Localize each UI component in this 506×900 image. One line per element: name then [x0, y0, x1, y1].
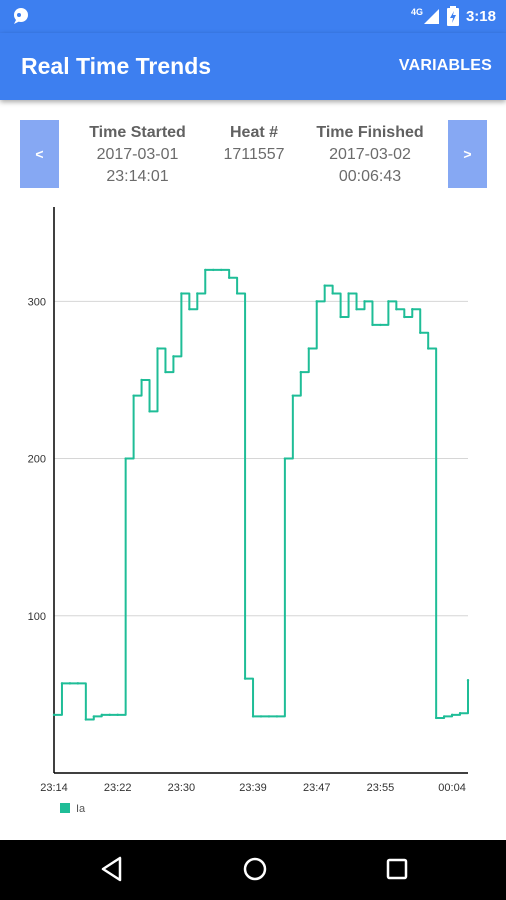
data-point	[411, 307, 414, 311]
data-point	[371, 323, 374, 327]
network-type-label: 4G	[410, 7, 423, 17]
data-point	[172, 355, 175, 358]
data-point	[395, 307, 398, 311]
app-bar: Real Time Trends VARIABLES	[0, 33, 506, 100]
navigation-bar	[0, 840, 506, 900]
x-tick-label: 23:55	[367, 782, 395, 794]
data-point	[68, 682, 72, 685]
time-started-time: 23:14:01	[106, 168, 169, 185]
data-point	[212, 268, 215, 272]
data-point	[188, 307, 191, 311]
notification-icon	[14, 8, 28, 24]
x-tick-label: 00:04	[438, 782, 466, 794]
variables-button[interactable]: VARIABLES	[398, 57, 492, 74]
x-tick-label: 23:47	[303, 782, 331, 794]
data-point	[331, 292, 334, 295]
data-point	[148, 410, 151, 413]
trend-chart[interactable]: 100 200 300 23:14 23:22 23:30 23:39 23:47 23:55 0…	[0, 195, 506, 835]
status-bar: 4G 3:18	[0, 0, 506, 33]
data-point	[323, 284, 326, 287]
data-point	[116, 713, 119, 717]
data-point	[52, 713, 56, 717]
previous-heat-button[interactable]: <	[20, 120, 59, 188]
data-point	[251, 715, 255, 718]
data-point	[283, 457, 287, 460]
data-point	[315, 300, 318, 303]
data-point	[426, 347, 430, 350]
data-point	[267, 715, 271, 718]
data-point	[450, 713, 454, 717]
data-point	[108, 713, 111, 717]
recents-icon[interactable]	[386, 858, 408, 880]
x-tick-label: 23:14	[40, 782, 68, 794]
time-started-label: Time Started	[89, 124, 186, 141]
y-tick-label: 100	[28, 611, 46, 623]
x-tick-label: 23:22	[104, 782, 132, 794]
data-point	[291, 394, 295, 397]
data-point	[84, 718, 88, 721]
data-point	[347, 292, 350, 295]
time-started-date: 2017-03-01	[96, 146, 179, 163]
data-point	[442, 715, 446, 718]
data-point	[259, 715, 263, 718]
data-point	[124, 457, 127, 460]
data-point	[180, 292, 183, 295]
status-indicators: 4G 3:18	[411, 6, 496, 26]
heat-number-label: Heat #	[229, 124, 279, 141]
time-finished-date: 2017-03-02	[329, 146, 411, 163]
data-point	[140, 378, 143, 382]
legend-label: Ia	[76, 803, 86, 815]
data-point	[76, 682, 80, 685]
data-point	[466, 679, 470, 682]
data-point	[60, 682, 64, 685]
time-finished-time: 00:06:43	[338, 168, 402, 185]
x-tick-label: 23:39	[239, 782, 267, 794]
data-point	[235, 292, 239, 295]
home-icon[interactable]	[242, 856, 268, 882]
y-tick-label: 300	[28, 296, 46, 308]
data-point	[196, 292, 199, 295]
time-finished-column: Time Finished 2017-03-02 00:06:43	[308, 122, 432, 188]
clock: 3:18	[465, 7, 496, 25]
data-point	[379, 323, 382, 327]
x-tick-label: 23:30	[168, 782, 196, 794]
time-finished-label: Time Finished	[316, 124, 424, 141]
data-point	[100, 713, 103, 717]
page-title: Real Time Trends	[21, 53, 212, 79]
time-started-column: Time Started 2017-03-01 23:14:01	[80, 122, 195, 188]
data-point	[387, 300, 390, 303]
back-icon[interactable]	[100, 856, 124, 882]
data-point	[299, 370, 303, 374]
next-heat-button[interactable]: >	[448, 120, 487, 188]
data-point	[132, 394, 135, 397]
data-point	[275, 715, 279, 718]
data-point	[419, 331, 422, 334]
data-point	[355, 307, 358, 311]
data-point	[227, 276, 231, 279]
data-point	[339, 315, 342, 319]
data-point	[243, 677, 247, 680]
data-point	[307, 347, 310, 350]
heat-number-column: Heat # 1711557	[210, 122, 298, 166]
data-point	[204, 268, 207, 272]
data-point	[434, 716, 438, 720]
heat-number-value: 1711557	[223, 146, 285, 163]
y-tick-label: 200	[28, 454, 46, 466]
data-point	[156, 347, 159, 350]
data-point	[458, 712, 462, 715]
data-point	[363, 300, 366, 303]
battery-icon	[446, 6, 459, 26]
data-point	[403, 315, 406, 319]
signal-icon	[423, 9, 439, 24]
data-point	[164, 370, 167, 374]
data-point	[219, 268, 223, 272]
legend-swatch	[60, 803, 70, 813]
data-point	[92, 715, 96, 718]
series-line-Ia	[54, 268, 469, 721]
